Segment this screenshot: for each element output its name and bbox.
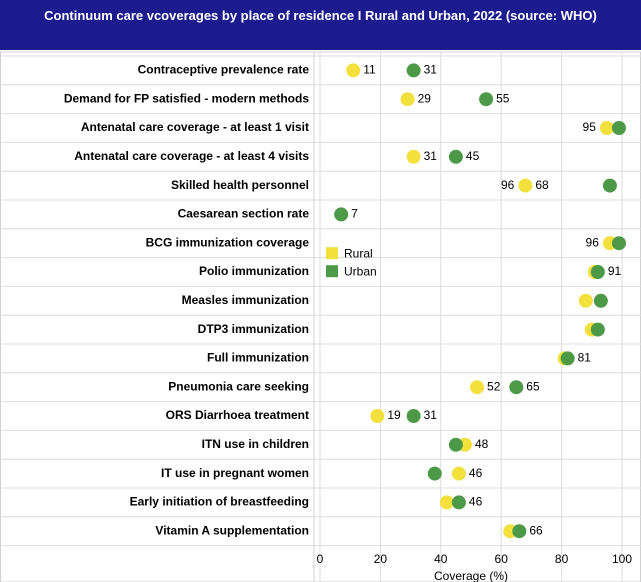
x-tick-label: 40 <box>434 552 448 566</box>
category-label: BCG immunization coverage <box>146 235 310 249</box>
dot <box>593 293 608 308</box>
legend-label: Rural <box>344 246 373 260</box>
dot <box>346 63 361 78</box>
value-label: 52 <box>487 379 501 393</box>
dot <box>578 293 593 308</box>
value-label: 96 <box>586 235 600 249</box>
category-label: ORS Diarrhoea treatment <box>166 408 309 422</box>
dot <box>334 207 349 222</box>
dot <box>400 92 415 107</box>
x-axis-label: Coverage (%) <box>434 569 508 582</box>
dot <box>427 466 442 481</box>
category-label: Polio immunization <box>199 264 309 278</box>
dot <box>470 380 485 395</box>
legend-swatch <box>326 247 338 260</box>
dot <box>512 524 527 539</box>
dot <box>611 121 626 135</box>
value-label: 66 <box>529 523 543 537</box>
category-label: Measles immunization <box>182 293 309 307</box>
value-label: 45 <box>466 149 480 163</box>
dot <box>599 121 614 135</box>
title-box: Continuum care vcoverages by place of re… <box>44 8 597 23</box>
dot <box>590 322 605 337</box>
dot <box>406 409 421 423</box>
x-tick-label: 80 <box>555 552 569 566</box>
legend-swatch <box>326 265 338 278</box>
value-label: 11 <box>363 63 376 77</box>
value-label: 19 <box>387 408 401 422</box>
category-label: Pneumonia care seeking <box>168 379 309 393</box>
legend-label: Urban <box>344 264 377 278</box>
x-tick-label: 0 <box>317 552 324 566</box>
value-label: 31 <box>424 149 438 163</box>
value-label: 29 <box>418 91 432 105</box>
value-label: 46 <box>469 495 483 509</box>
dot <box>611 236 626 251</box>
dot <box>451 466 466 481</box>
category-label: Antenatal care coverage - at least 1 vis… <box>81 120 309 134</box>
category-label: Caesarean section rate <box>178 207 310 221</box>
value-label: 31 <box>424 408 438 422</box>
x-tick-label: 100 <box>612 552 632 566</box>
category-label: Antenatal care coverage - at least 4 vis… <box>74 149 309 163</box>
dot <box>518 178 533 193</box>
value-label: 65 <box>526 379 540 393</box>
dot <box>590 265 605 279</box>
category-label: Skilled health personnel <box>171 178 309 192</box>
value-label: 68 <box>535 178 549 192</box>
value-label: 48 <box>475 437 489 451</box>
dot <box>451 495 466 510</box>
dot <box>448 149 463 164</box>
dot <box>448 437 463 452</box>
chart-title: Continuum care vcoverages by place of re… <box>44 8 597 23</box>
category-label: Demand for FP satisfied - modern methods <box>64 91 309 105</box>
category-label: IT use in pregnant women <box>161 466 309 480</box>
value-label: 31 <box>424 63 438 77</box>
value-label: 91 <box>608 264 622 278</box>
dot <box>439 495 454 510</box>
title-bar <box>0 0 641 50</box>
dot <box>509 380 524 395</box>
dot <box>370 409 385 423</box>
value-label: 7 <box>351 207 358 221</box>
dot <box>406 149 421 164</box>
category-label: Early initiation of breastfeeding <box>130 495 309 509</box>
dot <box>602 178 617 193</box>
value-label: 81 <box>578 351 592 365</box>
value-label: 95 <box>583 120 597 134</box>
x-tick-label: 60 <box>495 552 509 566</box>
x-tick-label: 20 <box>374 552 388 566</box>
value-label: 55 <box>496 91 510 105</box>
category-label: Contraceptive prevalence rate <box>138 63 310 77</box>
dot <box>479 92 494 107</box>
category-label: Full immunization <box>207 351 309 365</box>
category-label: DTP3 immunization <box>198 322 309 336</box>
value-label: 46 <box>469 466 483 480</box>
category-label: ITN use in children <box>202 437 309 451</box>
category-label: Vitamin A supplementation <box>155 523 309 537</box>
dot <box>560 351 575 366</box>
dot <box>406 63 421 78</box>
value-label: 96 <box>501 178 515 192</box>
